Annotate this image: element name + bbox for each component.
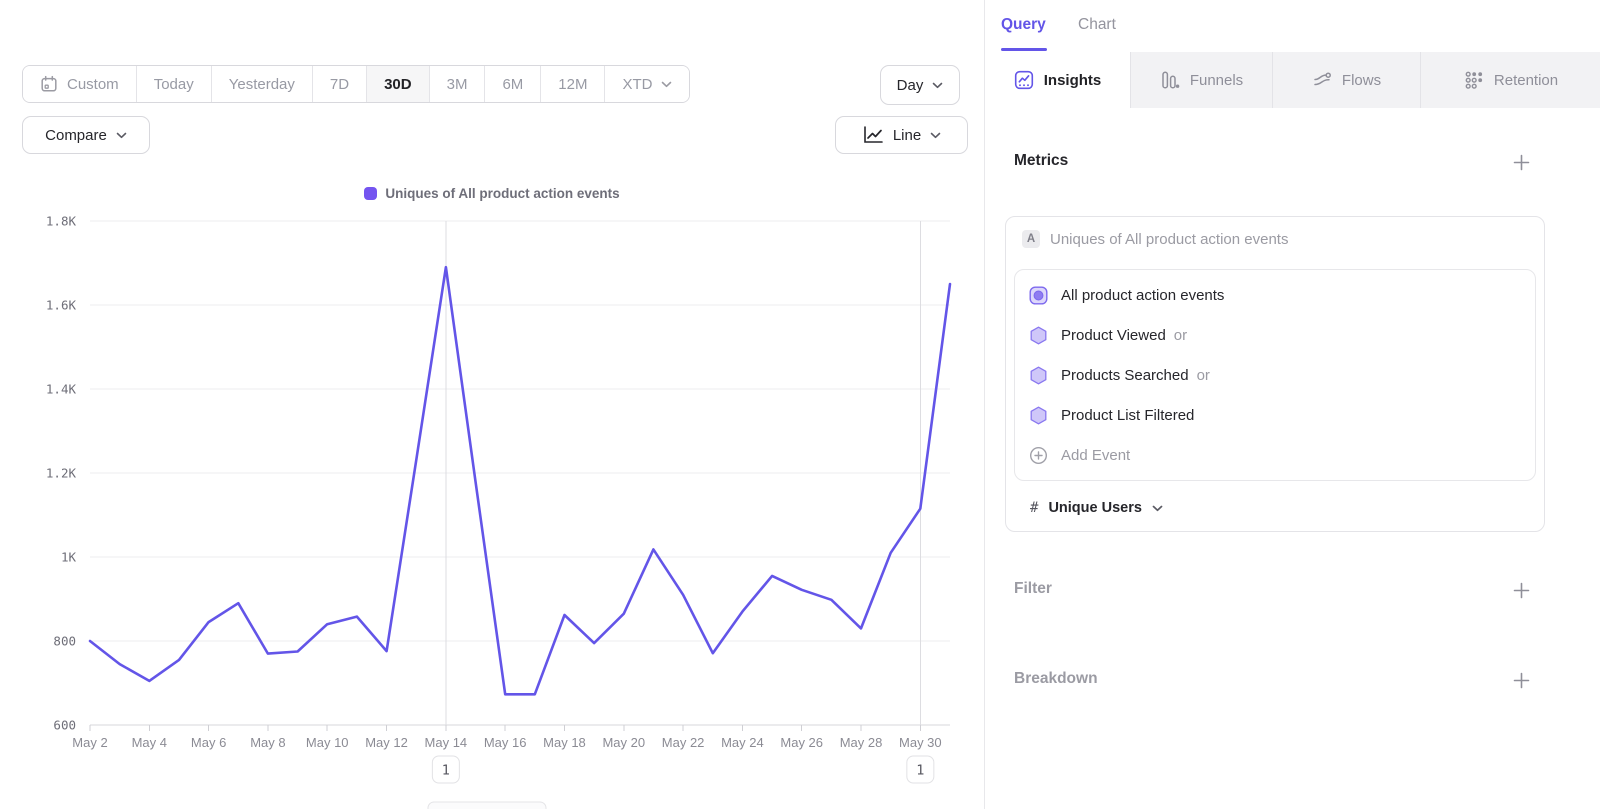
annotation-marker[interactable]: 1	[906, 755, 935, 784]
event-list: All product action events Product Viewed…	[1014, 269, 1536, 481]
aggregation-dropdown[interactable]: # Unique Users	[1030, 500, 1163, 516]
add-circle-icon	[1029, 446, 1048, 464]
svg-text:1.2K: 1.2K	[46, 466, 77, 481]
chevron-down-icon	[116, 132, 127, 138]
flows-icon	[1314, 72, 1331, 86]
date-range-custom[interactable]: Custom	[23, 66, 136, 102]
date-range-30d[interactable]: 30D	[366, 66, 429, 102]
chart-pane: Custom Today Yesterday 7D 30D 3M 6M 12M …	[0, 65, 984, 809]
tab-flows[interactable]: Flows	[1272, 52, 1420, 108]
date-range-label: Custom	[67, 75, 119, 93]
date-range-12m[interactable]: 12M	[540, 66, 605, 102]
line-chart-icon	[864, 126, 883, 143]
tab-retention[interactable]: Retention	[1420, 52, 1600, 108]
tab-chart[interactable]: Chart	[1078, 16, 1116, 33]
chevron-down-icon	[662, 81, 672, 87]
compare-dropdown[interactable]: Compare	[22, 116, 150, 154]
svg-text:May 26: May 26	[780, 735, 823, 750]
svg-text:May 28: May 28	[840, 735, 883, 750]
granularity-dropdown[interactable]: Day	[880, 65, 960, 105]
svg-text:May 24: May 24	[721, 735, 764, 750]
svg-text:800: 800	[53, 634, 76, 649]
svg-text:May 14: May 14	[425, 735, 468, 750]
number-symbol: #	[1030, 500, 1039, 516]
svg-text:May 30: May 30	[899, 735, 942, 750]
event-group-icon	[1029, 286, 1048, 305]
date-range-today[interactable]: Today	[135, 66, 211, 102]
add-breakdown-button[interactable]	[1509, 668, 1533, 692]
metric-series-row: A Uniques of All product action events	[1022, 230, 1288, 248]
query-panel-header: Query Chart	[985, 0, 1600, 52]
tab-query[interactable]: Query	[1001, 16, 1046, 33]
query-panel: Query Chart Insights Funnels	[984, 0, 1600, 809]
svg-text:1: 1	[442, 763, 450, 779]
report-type-tabs: Insights Funnels Flows	[985, 52, 1600, 108]
date-range-3m[interactable]: 3M	[428, 66, 485, 102]
calendar-icon	[41, 75, 57, 92]
svg-text:May 10: May 10	[306, 735, 349, 750]
legend-swatch	[364, 187, 378, 200]
date-range-xtd[interactable]: XTD	[604, 66, 690, 102]
filter-heading: Filter	[1014, 580, 1052, 597]
svg-text:600: 600	[53, 718, 76, 733]
chart-legend: Uniques of All product action events	[0, 186, 984, 201]
event-hexagon-icon	[1030, 366, 1047, 384]
insights-icon	[1014, 70, 1033, 90]
svg-text:May 20: May 20	[602, 735, 645, 750]
svg-text:May 22: May 22	[662, 735, 705, 750]
event-hexagon-icon	[1030, 326, 1047, 344]
date-range-control: Custom Today Yesterday 7D 30D 3M 6M 12M …	[22, 65, 691, 103]
event-row-product-viewed[interactable]: Product Viewed or	[1015, 315, 1535, 355]
svg-text:May 6: May 6	[191, 735, 226, 750]
chart-type-dropdown[interactable]: Line	[835, 116, 968, 154]
plus-icon	[1513, 672, 1529, 688]
date-range-7d[interactable]: 7D	[311, 66, 367, 102]
svg-text:May 12: May 12	[365, 735, 408, 750]
tab-insights[interactable]: Insights	[985, 52, 1130, 108]
svg-text:May 18: May 18	[543, 735, 586, 750]
clipped-bottom-control[interactable]	[427, 801, 547, 809]
retention-icon	[1465, 71, 1482, 89]
svg-text:May 8: May 8	[250, 735, 285, 750]
plus-icon	[1513, 582, 1529, 598]
add-metric-button[interactable]	[1509, 150, 1533, 174]
series-label: Uniques of All product action events	[1050, 230, 1289, 248]
annotation-marker[interactable]: 1	[431, 755, 460, 784]
metric-card: A Uniques of All product action events A…	[1005, 216, 1545, 532]
chevron-down-icon	[1152, 505, 1163, 511]
breakdown-heading: Breakdown	[1014, 670, 1098, 687]
tab-funnels[interactable]: Funnels	[1130, 52, 1272, 108]
add-event-button[interactable]: Add Event	[1015, 435, 1535, 475]
series-letter-badge: A	[1022, 230, 1040, 248]
add-filter-button[interactable]	[1509, 578, 1533, 602]
plus-icon	[1513, 154, 1529, 170]
svg-text:1.6K: 1.6K	[46, 298, 77, 313]
funnels-icon	[1162, 71, 1180, 89]
svg-text:1.4K: 1.4K	[46, 382, 77, 397]
svg-text:May 16: May 16	[484, 735, 527, 750]
legend-label: Uniques of All product action events	[385, 186, 620, 201]
event-row-products-searched[interactable]: Products Searched or	[1015, 355, 1535, 395]
metrics-heading: Metrics	[1014, 152, 1069, 169]
svg-text:May 2: May 2	[72, 735, 107, 750]
line-chart: 600 800 1K 1.2K 1.4K 1.6K 1.8K May 2 May 4 May 6 M…	[0, 179, 984, 809]
chevron-down-icon	[930, 132, 941, 138]
svg-text:May 4: May 4	[132, 735, 167, 750]
date-range-6m[interactable]: 6M	[484, 66, 541, 102]
date-range-yesterday[interactable]: Yesterday	[210, 66, 312, 102]
chevron-down-icon	[933, 82, 943, 88]
svg-text:1K: 1K	[61, 550, 77, 565]
event-row-all-product-action-events[interactable]: All product action events	[1015, 275, 1535, 315]
svg-text:1: 1	[916, 763, 924, 779]
event-row-product-list-filtered[interactable]: Product List Filtered	[1015, 395, 1535, 435]
active-tab-underline	[1001, 48, 1047, 51]
svg-text:1.8K: 1.8K	[46, 214, 77, 229]
event-hexagon-icon	[1030, 406, 1047, 424]
